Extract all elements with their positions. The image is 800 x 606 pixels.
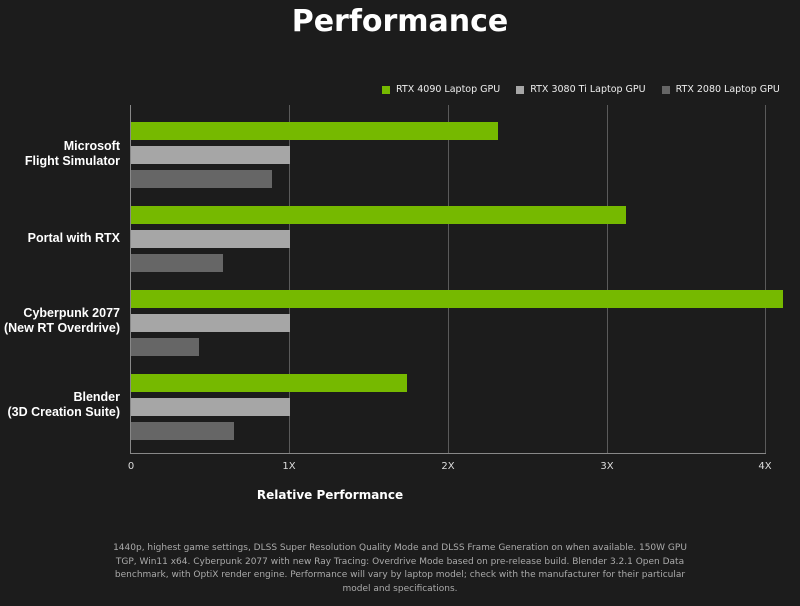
plot-area: [130, 105, 784, 454]
x-tick: 2X: [441, 461, 455, 472]
legend-label: RTX 4090 Laptop GPU: [396, 84, 501, 95]
category-label-msfs: Microsoft Flight Simulator: [25, 139, 120, 169]
legend-label: RTX 3080 Ti Laptop GPU: [530, 84, 646, 95]
category-line: Microsoft: [63, 139, 120, 153]
legend-item-rtx4090: RTX 4090 Laptop GPU: [382, 84, 500, 95]
bar: [131, 338, 200, 356]
bar: [131, 422, 235, 440]
x-tick: 0: [127, 461, 135, 472]
category-label-portal: Portal with RTX: [28, 231, 120, 246]
bar: [131, 254, 224, 272]
category-line: (3D Creation Suite): [7, 405, 120, 419]
footnote: 1440p, highest game settings, DLSS Super…: [113, 543, 687, 594]
x-tick: 3X: [600, 461, 614, 472]
category-line: Blender: [73, 390, 120, 404]
legend-label: RTX 2080 Laptop GPU: [675, 84, 780, 95]
x-axis-label: Relative Performance: [256, 488, 404, 502]
x-tick: 4X: [758, 461, 772, 472]
category-line: Flight Simulator: [24, 154, 120, 168]
legend-swatch-lightgray: [516, 85, 525, 94]
gridline: [607, 105, 608, 453]
gridline: [289, 105, 290, 453]
legend-item-rtx2080: RTX 2080 Laptop GPU: [661, 84, 780, 95]
category-line: (New RT Overdrive): [3, 321, 120, 335]
bar: [131, 230, 290, 248]
bar: [131, 122, 498, 140]
bar: [131, 398, 290, 416]
x-tick: 1X: [282, 461, 296, 472]
category-line: Cyberpunk 2077: [23, 306, 120, 320]
bar: [131, 374, 408, 392]
bar: [131, 206, 627, 224]
bar: [131, 170, 273, 188]
legend: RTX 4090 Laptop GPU RTX 3080 Ti Laptop G…: [382, 84, 780, 95]
category-label-cyberpunk: Cyberpunk 2077 (New RT Overdrive): [4, 306, 120, 336]
chart-title: Performance: [291, 4, 509, 39]
legend-swatch-darkgray: [661, 85, 670, 94]
category-label-blender: Blender (3D Creation Suite): [7, 390, 120, 420]
bar: [131, 146, 290, 164]
legend-swatch-green: [382, 85, 390, 94]
legend-item-rtx3080ti: RTX 3080 Ti Laptop GPU: [516, 84, 646, 95]
gridline: [448, 105, 449, 453]
bar: [131, 290, 784, 308]
bar: [131, 314, 290, 332]
category-line: Portal with RTX: [27, 231, 120, 245]
gridline: [765, 105, 766, 453]
